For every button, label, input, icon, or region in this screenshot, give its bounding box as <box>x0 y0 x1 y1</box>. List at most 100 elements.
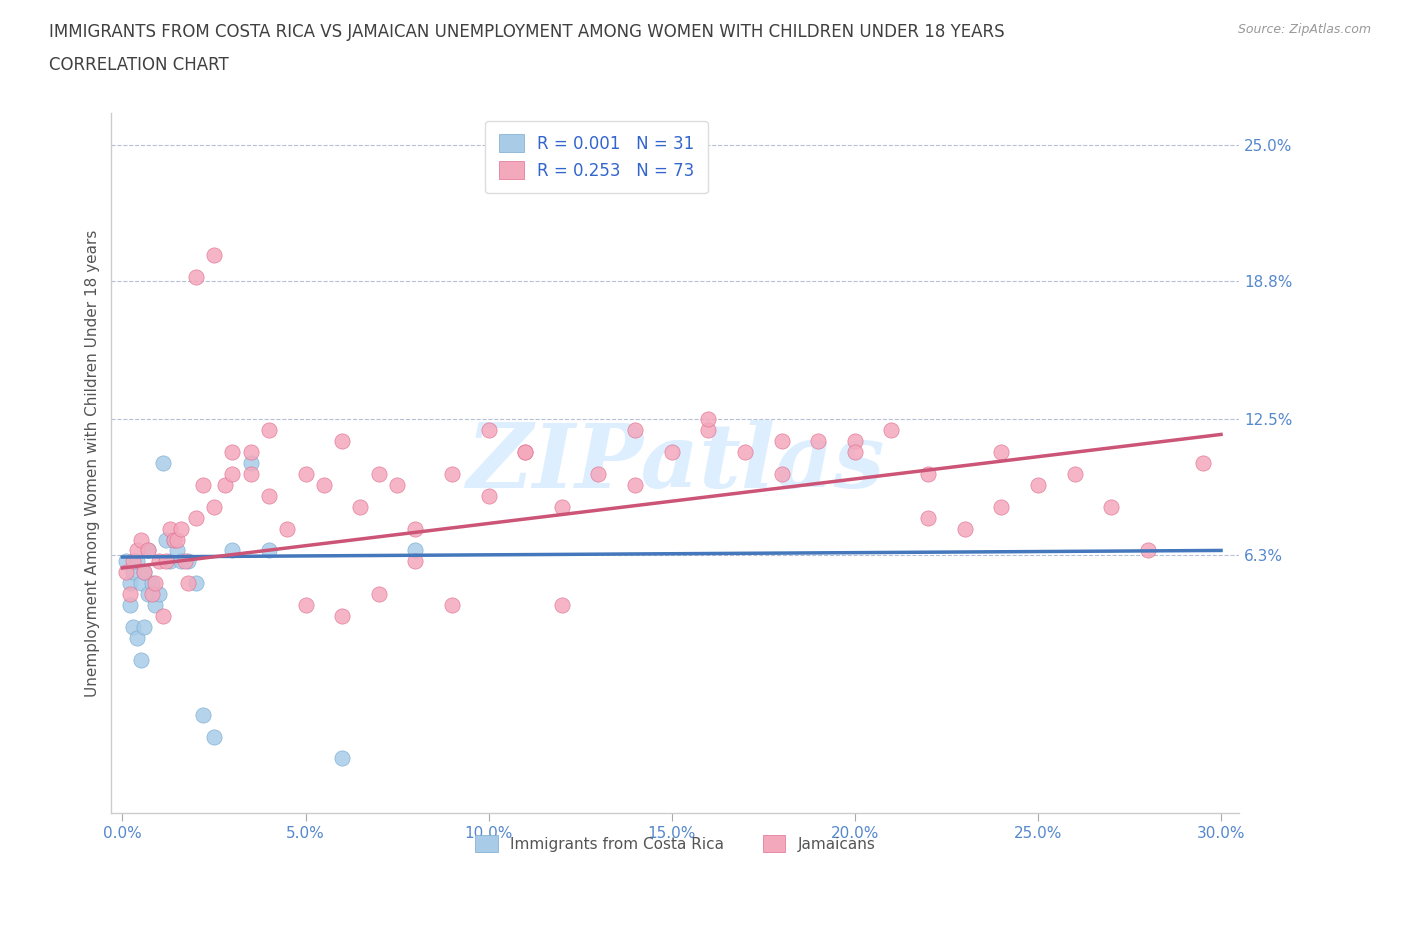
Point <box>143 598 166 613</box>
Text: Source: ZipAtlas.com: Source: ZipAtlas.com <box>1237 23 1371 36</box>
Text: CORRELATION CHART: CORRELATION CHART <box>49 56 229 73</box>
Point <box>478 422 501 437</box>
Point <box>148 587 170 602</box>
Point <box>844 433 866 448</box>
Point <box>624 422 647 437</box>
Point <box>129 532 152 547</box>
Point <box>330 433 353 448</box>
Point <box>551 499 574 514</box>
Point <box>624 477 647 492</box>
Point <box>202 499 225 514</box>
Point <box>588 467 610 482</box>
Point <box>141 587 163 602</box>
Point <box>349 499 371 514</box>
Point <box>118 587 141 602</box>
Point <box>404 543 426 558</box>
Point <box>515 445 537 459</box>
Point <box>661 445 683 459</box>
Point <box>170 521 193 536</box>
Point <box>122 554 145 569</box>
Point <box>166 532 188 547</box>
Point <box>125 554 148 569</box>
Point <box>143 576 166 591</box>
Point <box>257 488 280 503</box>
Point <box>163 532 186 547</box>
Point <box>844 445 866 459</box>
Point <box>136 543 159 558</box>
Point <box>163 532 186 547</box>
Point <box>152 608 174 623</box>
Point <box>880 422 903 437</box>
Point <box>202 729 225 744</box>
Point <box>134 565 156 579</box>
Point <box>125 543 148 558</box>
Legend: Immigrants from Costa Rica, Jamaicans: Immigrants from Costa Rica, Jamaicans <box>470 830 882 858</box>
Point <box>257 422 280 437</box>
Point <box>191 707 214 722</box>
Point <box>367 587 389 602</box>
Point <box>734 445 756 459</box>
Point <box>221 445 243 459</box>
Point <box>184 270 207 285</box>
Point <box>134 565 156 579</box>
Point <box>367 467 389 482</box>
Point <box>770 467 793 482</box>
Text: ZIPatlas: ZIPatlas <box>467 419 884 506</box>
Point <box>239 445 262 459</box>
Point <box>221 543 243 558</box>
Point <box>115 565 138 579</box>
Point <box>697 412 720 427</box>
Point <box>221 467 243 482</box>
Point <box>125 631 148 645</box>
Point <box>440 467 463 482</box>
Y-axis label: Unemployment Among Women with Children Under 18 years: Unemployment Among Women with Children U… <box>86 229 100 697</box>
Point <box>1063 467 1085 482</box>
Point <box>170 554 193 569</box>
Point <box>122 619 145 634</box>
Text: IMMIGRANTS FROM COSTA RICA VS JAMAICAN UNEMPLOYMENT AMONG WOMEN WITH CHILDREN UN: IMMIGRANTS FROM COSTA RICA VS JAMAICAN U… <box>49 23 1005 41</box>
Point <box>551 598 574 613</box>
Point <box>136 543 159 558</box>
Point <box>1191 456 1213 471</box>
Point <box>515 445 537 459</box>
Point <box>404 554 426 569</box>
Point <box>177 576 200 591</box>
Point <box>385 477 408 492</box>
Point <box>953 521 976 536</box>
Point <box>330 608 353 623</box>
Point <box>1099 499 1122 514</box>
Point <box>239 456 262 471</box>
Point <box>155 554 177 569</box>
Point <box>239 467 262 482</box>
Point <box>155 532 177 547</box>
Point <box>122 565 145 579</box>
Point <box>404 521 426 536</box>
Point <box>770 433 793 448</box>
Point <box>129 653 152 668</box>
Point <box>257 543 280 558</box>
Point <box>177 554 200 569</box>
Point <box>697 422 720 437</box>
Point <box>134 619 156 634</box>
Point <box>184 576 207 591</box>
Point <box>294 467 316 482</box>
Point <box>166 543 188 558</box>
Point <box>917 511 939 525</box>
Point <box>191 477 214 492</box>
Point <box>141 576 163 591</box>
Point <box>214 477 236 492</box>
Point <box>440 598 463 613</box>
Point <box>1136 543 1159 558</box>
Point <box>159 521 181 536</box>
Point <box>129 576 152 591</box>
Point <box>478 488 501 503</box>
Point <box>159 554 181 569</box>
Point <box>148 554 170 569</box>
Point <box>917 467 939 482</box>
Point <box>990 499 1012 514</box>
Point <box>184 511 207 525</box>
Point <box>136 587 159 602</box>
Point <box>118 598 141 613</box>
Point <box>115 554 138 569</box>
Point <box>807 433 830 448</box>
